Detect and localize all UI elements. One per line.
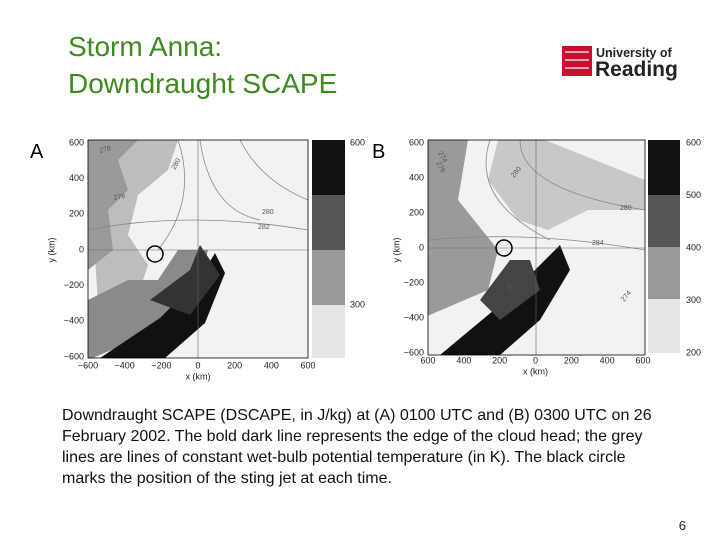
y-tick-label: −200	[64, 280, 84, 290]
contour-label: 280	[171, 157, 183, 171]
logo-text: University of	[596, 46, 673, 60]
colorbar-label: 400	[686, 242, 701, 252]
panel-label: A	[30, 141, 44, 163]
y-tick-label: 400	[69, 173, 84, 183]
x-tick-label: 400	[264, 360, 279, 370]
x-tick-label: 0	[195, 360, 200, 370]
x-tick-label: 400	[600, 355, 615, 365]
y-tick-label: 200	[409, 207, 424, 217]
x-axis-label: x (km)	[186, 371, 211, 381]
colorbar-label: 200	[686, 347, 701, 357]
x-tick-label: 200	[492, 355, 507, 365]
contour-label: 282	[258, 224, 270, 231]
colorbar-label: 300	[350, 299, 365, 309]
x-tick-label: 0	[533, 355, 538, 365]
colorbar-label: 600	[350, 137, 365, 147]
x-tick-label: −200	[151, 360, 171, 370]
x-tick-label: −400	[115, 360, 135, 370]
colorbar-label: 500	[686, 190, 701, 200]
map-b	[428, 140, 645, 355]
y-tick-label: −400	[404, 312, 424, 322]
contour-label: 276	[113, 193, 126, 202]
y-tick-label: −600	[64, 351, 84, 361]
map-a	[88, 140, 308, 358]
y-tick-label: 600	[69, 137, 84, 147]
y-tick-label: 200	[69, 209, 84, 219]
y-tick-label: −400	[64, 316, 84, 326]
y-tick-label: 0	[419, 242, 424, 252]
x-axis-label: x (km)	[523, 366, 548, 376]
y-axis-label: y (km)	[46, 238, 56, 263]
contour-label: 274	[436, 151, 448, 165]
x-tick-label: 200	[564, 355, 579, 365]
contour-label: 280	[262, 209, 274, 216]
logo: University of Reading	[562, 46, 678, 81]
contour-label: 280	[620, 205, 632, 212]
title-line: Storm Anna:	[68, 31, 222, 62]
logo-text: Reading	[595, 58, 678, 81]
x-tick-label: −600	[78, 360, 98, 370]
x-tick-label: 600	[300, 360, 315, 370]
page-number: 6	[678, 518, 686, 533]
x-tick-label: 200	[227, 360, 242, 370]
y-tick-label: 0	[79, 244, 84, 254]
panel-label: B	[372, 141, 385, 163]
x-tick-label: 600	[420, 355, 435, 365]
colorbar-label: 300	[686, 295, 701, 305]
contour-label: 284	[592, 240, 604, 247]
y-axis-label: y (km)	[391, 238, 401, 263]
colorbar-label: 600	[686, 137, 701, 147]
y-tick-label: 600	[409, 137, 424, 147]
x-tick-label: 600	[635, 355, 650, 365]
y-tick-label: 400	[409, 172, 424, 182]
y-tick-label: −200	[404, 277, 424, 287]
contour-label: 276	[434, 161, 446, 175]
x-tick-label: 400	[456, 355, 471, 365]
y-tick-label: −600	[404, 347, 424, 357]
contour-label: 282	[503, 280, 514, 293]
title-line: Downdraught SCAPE	[68, 68, 337, 99]
contour-label: 278	[99, 145, 112, 155]
caption: Downdraught SCAPE (DSCAPE, in J/kg) at (…	[62, 407, 652, 487]
